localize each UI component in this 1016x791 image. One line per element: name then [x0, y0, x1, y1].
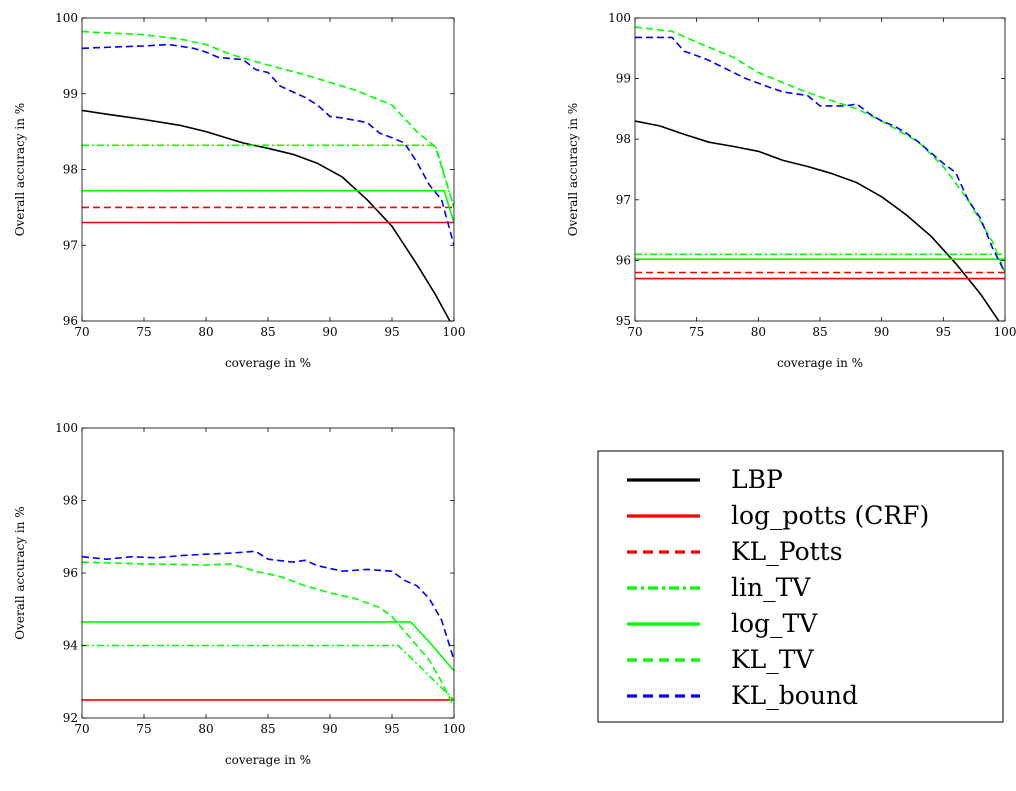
x-tick-label: 75: [689, 325, 704, 339]
legend-label-lbp: LBP: [731, 465, 783, 494]
y-axis-label: Overall accuracy in %: [13, 506, 27, 639]
x-tick-label: 85: [260, 722, 275, 736]
y-tick-label: 100: [55, 11, 78, 25]
y-axis-label: Overall accuracy in %: [566, 103, 580, 236]
y-tick-label: 98: [63, 494, 78, 508]
x-tick-label: 75: [136, 325, 151, 339]
x-axis-label: coverage in %: [225, 356, 311, 370]
legend-frame: [597, 450, 1004, 723]
y-tick-label: 92: [63, 711, 78, 725]
series-line-lin-tv: [82, 144, 454, 208]
legend: LBP log_potts (CRF) KL_Potts lin_TV log_TV KL…: [597, 450, 1004, 723]
x-tick-label: 100: [443, 722, 466, 736]
y-tick-label: 94: [63, 639, 79, 653]
legend-label-log-tv: log_TV: [731, 609, 818, 638]
legend-label-kl-tv: KL_TV: [731, 645, 814, 674]
x-tick-label: 100: [443, 325, 466, 339]
x-tick-label: 90: [322, 325, 337, 339]
legend-label-kl-bound: KL_bound: [731, 681, 858, 710]
x-tick-label: 75: [136, 722, 151, 736]
series-line-kl-bound: [82, 43, 454, 246]
series-line-lbp: [635, 120, 1000, 321]
series-line-log-tv: [82, 621, 454, 672]
series-line-lbp: [82, 109, 451, 321]
y-tick-label: 100: [608, 11, 631, 25]
x-tick-label: 80: [198, 722, 213, 736]
legend-label-kl-potts: KL_Potts: [731, 537, 843, 566]
series-line-log-tv: [82, 189, 454, 223]
y-tick-label: 99: [616, 72, 631, 86]
chart-top-left: 70 75 80 85 90 95 100 96 97 98 99 100 coverage in % O…: [13, 11, 465, 370]
y-tick-label: 96: [63, 314, 78, 328]
series-line-kl-bound: [82, 550, 454, 661]
legend-label-lin-tv: lin_TV: [731, 573, 811, 602]
y-tick-label: 100: [55, 421, 78, 435]
series-line-kl-tv: [82, 561, 454, 708]
legend-label-log-potts-crf: log_potts (CRF): [731, 501, 929, 530]
x-tick-label: 80: [198, 325, 213, 339]
y-axis-label: Overall accuracy in %: [13, 103, 27, 236]
y-tick-label: 98: [63, 163, 78, 177]
y-tick-label: 95: [616, 314, 631, 328]
x-tick-label: 70: [627, 325, 642, 339]
y-tick-label: 96: [63, 566, 78, 580]
series-line-kl-bound: [635, 36, 1005, 273]
y-tick-label: 96: [616, 253, 631, 267]
chart-bottom-left: 70 75 80 85 90 95 100 92 94 96 98 100 coverage in % O…: [13, 421, 465, 767]
x-tick-label: 100: [994, 325, 1016, 339]
x-tick-label: 70: [74, 722, 89, 736]
y-tick-label: 99: [63, 87, 78, 101]
x-tick-label: 90: [322, 722, 337, 736]
y-tick-label: 97: [616, 193, 631, 207]
plot-frame: [81, 17, 455, 322]
plot-area: [82, 550, 454, 708]
x-tick-label: 70: [74, 325, 89, 339]
x-tick-label: 95: [384, 722, 399, 736]
chart-top-right: 70 75 80 85 90 95 100 95 96 97 98 99 100 coverage in …: [566, 11, 1016, 370]
x-axis-label: coverage in %: [225, 753, 311, 767]
x-tick-label: 85: [812, 325, 827, 339]
x-tick-label: 95: [936, 325, 951, 339]
x-axis-label: coverage in %: [777, 356, 863, 370]
plot-area: [82, 30, 454, 321]
y-tick-label: 97: [63, 238, 78, 252]
plot-area: [635, 26, 1005, 321]
series-line-kl-tv: [635, 26, 1005, 273]
series-line-lin-tv: [82, 644, 454, 701]
x-tick-label: 85: [260, 325, 275, 339]
series-line-kl-tv: [82, 30, 454, 208]
plot-frame: [81, 427, 455, 719]
x-tick-label: 80: [751, 325, 766, 339]
y-tick-label: 98: [616, 132, 631, 146]
x-tick-label: 90: [874, 325, 889, 339]
x-tick-label: 95: [384, 325, 399, 339]
